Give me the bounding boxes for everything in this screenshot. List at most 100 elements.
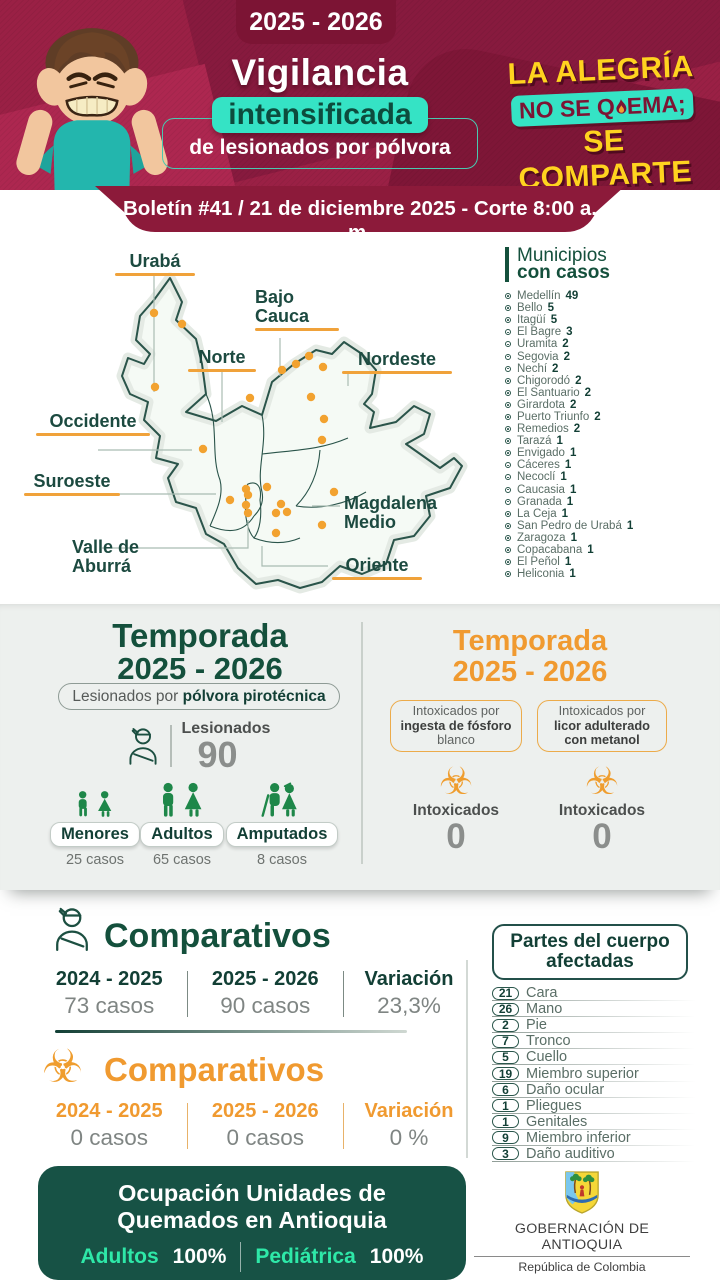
adults-icons bbox=[132, 778, 232, 818]
ocupacion-values: Adultos 100% Pediátrica 100% bbox=[38, 1242, 466, 1272]
region-label-valle-de-aburra: Valle de Aburrá bbox=[72, 537, 140, 576]
municipio-count: 1 bbox=[566, 495, 574, 508]
body-part-row: 3 Daño auditivo bbox=[492, 1145, 704, 1163]
municipio-name: Granada bbox=[517, 495, 562, 508]
body-part-label: Cara bbox=[526, 985, 558, 1002]
comparison-col: 2024 - 2025 73 casos bbox=[38, 968, 181, 1019]
municipio-count: 5 bbox=[547, 302, 554, 315]
municipio-row: La Ceja 1 bbox=[505, 508, 713, 520]
case-dots bbox=[149, 308, 339, 538]
slogan-line-3: SE COMPARTE bbox=[517, 124, 693, 190]
group-cases: 65 casos bbox=[152, 852, 212, 868]
ocupacion-title-line1: Ocupación Unidades de bbox=[118, 1180, 386, 1206]
group-cases: 25 casos bbox=[65, 852, 125, 868]
body-parts-list: 21 Cara 26 Mano 2 Pie 7 Tronco 5 Cuello bbox=[492, 985, 704, 1163]
municipio-row: Necoclí 1 bbox=[505, 471, 713, 483]
intox-box-line-bold: licor adulterado bbox=[554, 717, 650, 733]
title-line-2-highlight: intensificada bbox=[212, 97, 428, 133]
body-part-label: Miembro superior bbox=[526, 1065, 639, 1082]
period-value: 73 casos bbox=[64, 993, 155, 1018]
municipio-row: Zaragoza 1 bbox=[505, 532, 713, 544]
body-part-label: Daño ocular bbox=[526, 1081, 605, 1098]
bullet-icon bbox=[505, 329, 511, 336]
lesionados-value: 90 bbox=[197, 734, 238, 775]
municipio-count: 1 bbox=[569, 483, 577, 496]
region-label-nordeste: Nordeste bbox=[342, 350, 452, 374]
municipio-row: Segovia 2 bbox=[505, 350, 713, 363]
bullet-icon bbox=[505, 559, 511, 566]
municipio-count: 1 bbox=[569, 447, 577, 460]
municipio-count: 1 bbox=[556, 435, 563, 448]
variation-label: Variación bbox=[364, 1100, 454, 1122]
bullet-icon bbox=[505, 353, 511, 360]
antioquia-map-svg bbox=[70, 272, 468, 594]
municipio-row: Girardota 2 bbox=[505, 399, 713, 411]
municipio-name: Necoclí bbox=[517, 471, 556, 484]
municipio-count: 1 bbox=[587, 544, 594, 557]
divider bbox=[186, 1102, 189, 1149]
logo-country: República de Colombia bbox=[518, 1260, 646, 1274]
body-part-label: Pie bbox=[526, 1017, 547, 1034]
pediatrica-label: Pediátrica bbox=[255, 1245, 356, 1268]
municipio-count: 2 bbox=[563, 350, 570, 363]
body-parts-title-line1: Partes del cuerpo bbox=[510, 931, 670, 952]
bullet-icon bbox=[505, 450, 511, 457]
bullet-icon bbox=[505, 377, 511, 384]
municipio-count: 49 bbox=[565, 290, 579, 303]
body-part-row: 1 Genitales bbox=[492, 1113, 704, 1130]
intox-box-metanol: Intoxicados por licor adulterado con met… bbox=[537, 700, 667, 752]
mascot-boy-covering-ears-illustration bbox=[16, 28, 168, 190]
municipio-name: Zaragoza bbox=[517, 531, 566, 544]
municipios-list: Medellín 49 Bello 5 Itagüí 5 El bbox=[505, 290, 713, 580]
municipio-count: 5 bbox=[550, 314, 558, 327]
municipio-row: Tarazá 1 bbox=[505, 435, 713, 447]
temporada-intox-title-line1: Temporada bbox=[452, 625, 608, 657]
intox-counter-label: Intoxicados bbox=[412, 802, 500, 819]
municipio-count: 2 bbox=[584, 386, 592, 399]
temporada-polvora-subtitle: Lesionados por pólvora pirotécnica bbox=[58, 683, 340, 710]
header: 2025 - 2026 Vigilancia intensificada de … bbox=[0, 0, 720, 190]
bulletin-info: Boletín #41 / 21 de diciembre 2025 - Cor… bbox=[123, 197, 597, 244]
adultos-value: 100% bbox=[172, 1245, 227, 1268]
comparativos-intox-title: Comparativos bbox=[104, 1051, 325, 1088]
body-part-row: 26 Mano bbox=[492, 1001, 704, 1018]
gobernacion-logo: GOBERNACIÓN DE ANTIOQUIA República de Co… bbox=[474, 1170, 690, 1274]
municipio-row: San Pedro de Urabá 1 bbox=[505, 520, 713, 532]
body-part-count: 5 bbox=[492, 1050, 519, 1064]
divider bbox=[186, 970, 189, 1017]
season-stats-band: Temporada 2025 - 2026 Lesionados por pól… bbox=[0, 604, 720, 890]
municipio-row: El Bagre 3 bbox=[505, 326, 713, 338]
municipio-count: 1 bbox=[626, 519, 634, 532]
comparativos-intox-row: 2024 - 2025 0 casos 2025 - 2026 0 casos … bbox=[38, 1100, 468, 1151]
variation-label: Variación bbox=[364, 968, 454, 990]
body-part-count: 9 bbox=[492, 1131, 519, 1145]
municipio-name: Uramita bbox=[517, 338, 558, 351]
body-parts-title-line2: afectadas bbox=[546, 951, 634, 972]
period-value: 0 casos bbox=[70, 1125, 149, 1150]
municipio-name: Heliconia bbox=[517, 568, 565, 581]
period-label: 2025 - 2026 bbox=[211, 968, 319, 990]
divider bbox=[342, 1102, 345, 1149]
ocupacion-title-line2: Quemados en Antioquia bbox=[117, 1207, 387, 1233]
column-divider bbox=[361, 622, 363, 864]
body-part-row: 5 Cuello bbox=[492, 1049, 704, 1066]
region-label-occidente: Occidente bbox=[36, 412, 150, 436]
pediatrica-value: 100% bbox=[369, 1245, 424, 1268]
municipio-count: 1 bbox=[570, 531, 577, 544]
municipios-panel: Municipios con casos Medellín 49 Bello 5 bbox=[505, 246, 713, 580]
slogan-line-2-badge: NO SE Q EMA; bbox=[510, 88, 695, 127]
gradient-divider bbox=[55, 1030, 407, 1033]
municipio-name: Cáceres bbox=[517, 459, 560, 472]
children-icons bbox=[45, 778, 145, 818]
body-part-count: 19 bbox=[492, 1067, 519, 1081]
period-label: 2025 - 2026 bbox=[211, 1100, 319, 1122]
body-part-count: 1 bbox=[492, 1115, 519, 1129]
biohazard-icon: ☣ bbox=[584, 759, 620, 803]
municipio-name: Itagüí bbox=[517, 314, 546, 327]
municipio-count: 1 bbox=[564, 556, 572, 569]
municipio-row: Puerto Triunfo 2 bbox=[505, 411, 713, 423]
municipio-count: 1 bbox=[561, 507, 569, 520]
amputees-icons bbox=[222, 778, 342, 818]
body-part-label: Pliegues bbox=[526, 1097, 582, 1114]
